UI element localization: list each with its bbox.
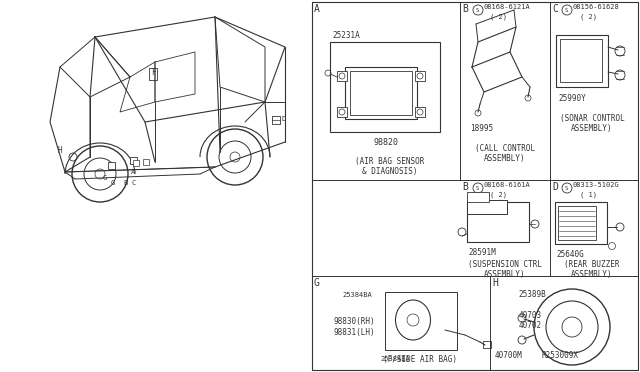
Text: 25389B: 25389B (518, 290, 546, 299)
Bar (130, 157, 137, 164)
Bar (467, 200, 507, 214)
Text: S: S (476, 7, 479, 13)
Text: B: B (123, 180, 127, 186)
Text: 25640G: 25640G (556, 250, 584, 259)
Text: (SUSPENSION CTRL: (SUSPENSION CTRL (468, 260, 542, 269)
Bar (143, 159, 149, 165)
Text: ( 1): ( 1) (580, 192, 597, 198)
Bar (149, 68, 157, 80)
Text: S: S (564, 186, 568, 190)
Bar (272, 116, 280, 124)
Text: G: G (314, 278, 320, 288)
Text: 25990Y: 25990Y (558, 94, 586, 103)
Text: H: H (58, 145, 62, 154)
Text: C: C (132, 180, 136, 186)
Text: S: S (476, 186, 479, 190)
Bar (415, 71, 425, 81)
Text: R253009X: R253009X (542, 351, 579, 360)
Text: S: S (564, 7, 568, 13)
Text: D: D (282, 116, 286, 122)
Bar (350, 71, 412, 115)
Bar (555, 202, 607, 244)
Text: & DIAGNOSIS): & DIAGNOSIS) (362, 167, 418, 176)
Text: 98820: 98820 (374, 138, 399, 147)
Bar (415, 107, 425, 117)
Bar (337, 71, 347, 81)
Text: ASSEMBLY): ASSEMBLY) (571, 124, 613, 133)
Bar (345, 67, 417, 119)
Text: B: B (462, 4, 468, 14)
Text: H: H (492, 278, 498, 288)
Text: A: A (314, 4, 320, 14)
Bar (560, 39, 602, 82)
Text: 08168-6121A: 08168-6121A (484, 4, 531, 10)
Text: ASSEMBLY): ASSEMBLY) (484, 154, 526, 163)
Bar (467, 192, 489, 202)
Text: 28591M: 28591M (468, 248, 496, 257)
Text: ( 2): ( 2) (490, 14, 507, 20)
Text: 98831(LH): 98831(LH) (334, 328, 376, 337)
Text: 40702: 40702 (519, 321, 542, 330)
Text: G: G (111, 180, 115, 186)
Text: (SONAR CONTROL: (SONAR CONTROL (559, 114, 625, 123)
Text: 08168-6161A: 08168-6161A (484, 182, 531, 188)
Text: ( 2): ( 2) (580, 14, 597, 20)
Text: (F/SIDE AIR BAG): (F/SIDE AIR BAG) (383, 355, 457, 364)
Text: 40703: 40703 (519, 311, 542, 320)
Text: (AIR BAG SENSOR: (AIR BAG SENSOR (355, 157, 425, 166)
Text: 98830(RH): 98830(RH) (334, 317, 376, 326)
Text: 25384BA: 25384BA (342, 292, 372, 298)
Text: F: F (150, 67, 156, 77)
Bar (330, 42, 440, 132)
Text: (CALL CONTROL: (CALL CONTROL (475, 144, 535, 153)
Text: C: C (552, 4, 558, 14)
Bar (483, 341, 491, 348)
Text: 25384BA: 25384BA (380, 356, 410, 362)
Text: D: D (552, 182, 558, 192)
Bar (108, 162, 115, 169)
Text: 08156-61628: 08156-61628 (573, 4, 620, 10)
Bar (337, 107, 347, 117)
Text: 18995: 18995 (470, 124, 493, 133)
Bar (558, 206, 596, 240)
Text: G: G (103, 175, 107, 181)
Bar (385, 292, 457, 350)
Text: 08313-5102G: 08313-5102G (573, 182, 620, 188)
Text: 40700M: 40700M (495, 351, 523, 360)
Bar (133, 160, 139, 166)
Text: B: B (462, 182, 468, 192)
Bar (467, 202, 529, 242)
Text: ASSEMBLY): ASSEMBLY) (484, 270, 526, 279)
Text: (REAR BUZZER: (REAR BUZZER (564, 260, 620, 269)
Text: ASSEMBLY): ASSEMBLY) (571, 270, 613, 279)
Text: A: A (131, 169, 135, 175)
Text: ( 2): ( 2) (490, 192, 507, 198)
Text: 25231A: 25231A (332, 31, 360, 40)
Bar (312, 2, 638, 370)
Bar (556, 35, 608, 87)
